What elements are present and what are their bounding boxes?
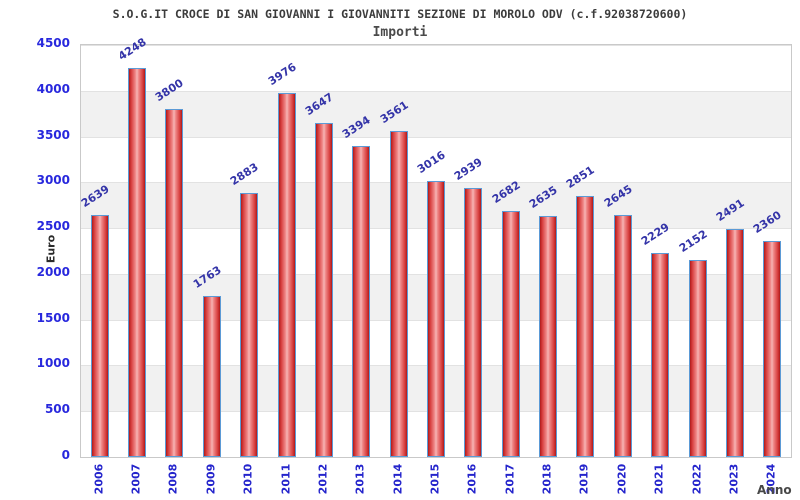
y-tick-label: 3500 [36, 127, 70, 142]
x-tick-label-2020: 2020 [615, 463, 629, 495]
x-tick-label-2014: 2014 [391, 463, 405, 495]
x-tick-label-2015: 2015 [428, 463, 442, 495]
x-tick-label-2019: 2019 [577, 463, 591, 495]
x-tick-label-2011: 2011 [279, 463, 293, 495]
chart-subtitle: Importi [372, 25, 428, 40]
bar-2006 [90, 215, 109, 457]
x-tick-label-2008: 2008 [166, 463, 180, 495]
y-tick-label: 4000 [36, 81, 70, 96]
bar-2021 [651, 252, 670, 457]
bar-2012 [314, 123, 333, 457]
gridline [81, 136, 791, 138]
x-tick-label-2022: 2022 [690, 463, 704, 495]
y-tick-label: 2500 [36, 219, 70, 234]
bar-2007 [128, 68, 147, 457]
bar-2015 [427, 180, 445, 457]
plot-area: 2639 4248 3800 1763 2883 3976 3647 3394 3561 3016… [79, 35, 792, 458]
x-axis-title: Anno [757, 483, 792, 497]
y-tick-label: 1500 [36, 310, 70, 325]
y-tick-label: 500 [44, 402, 70, 417]
bar-2019 [576, 195, 595, 457]
plot-band [81, 136, 791, 183]
chart-title: S.O.G.IT CROCE DI SAN GIOVANNI I GIOVANN… [112, 7, 688, 21]
x-tick-label-2009: 2009 [204, 463, 218, 495]
bar-2010 [240, 193, 259, 457]
gridline [81, 45, 791, 46]
bar-2008 [165, 109, 184, 457]
y-tick-label: 0 [61, 448, 70, 462]
bar-2013 [352, 146, 371, 457]
bar-2022 [688, 259, 707, 457]
x-tick-label-2012: 2012 [316, 463, 330, 495]
x-tick-label-2007: 2007 [129, 463, 143, 495]
x-tick-label-2023: 2023 [727, 463, 741, 495]
x-tick-label-2021: 2021 [652, 463, 666, 495]
bar-2024 [763, 240, 782, 457]
x-tick-label-2013: 2013 [353, 463, 367, 495]
y-axis-title: Euro [44, 234, 58, 264]
x-tick-label-2017: 2017 [503, 463, 517, 495]
bar-2017 [501, 211, 520, 457]
x-tick-label-2010: 2010 [241, 463, 255, 495]
plot-band [81, 90, 791, 137]
y-tick-label: 2000 [36, 264, 70, 279]
x-tick-label-2016: 2016 [465, 463, 479, 495]
bar-2009 [202, 295, 221, 457]
y-tick-label: 1000 [36, 356, 70, 371]
bar-2018 [539, 215, 558, 457]
gridline [81, 90, 791, 92]
y-tick-label: 4500 [36, 36, 70, 50]
bar-2016 [464, 187, 483, 457]
bar-2011 [277, 92, 296, 457]
x-tick-label-2018: 2018 [540, 463, 554, 495]
bar-2020 [613, 214, 632, 457]
bar-2023 [725, 228, 744, 457]
bar-2014 [389, 130, 408, 457]
plot-band [81, 45, 791, 91]
x-tick-label-2006: 2006 [92, 463, 106, 495]
y-tick-label: 3000 [36, 173, 70, 188]
